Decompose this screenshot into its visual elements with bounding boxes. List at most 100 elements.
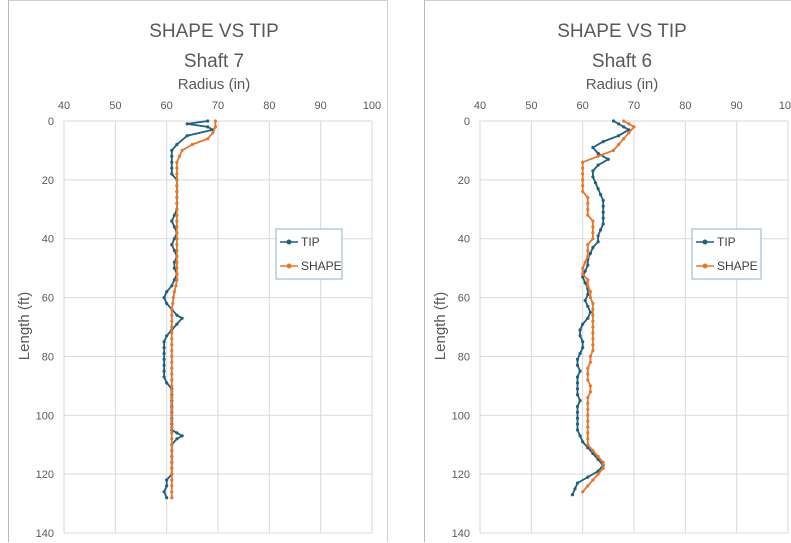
data-point-shape <box>170 443 174 447</box>
data-point-shape <box>588 390 592 394</box>
data-point-tip <box>175 322 179 326</box>
data-point-tip <box>578 351 582 356</box>
chart-subtitle: Shaft 6 <box>592 51 652 72</box>
data-point-shape <box>581 190 585 194</box>
data-point-shape <box>591 307 595 311</box>
data-point-tip <box>593 181 598 185</box>
data-point-tip <box>162 375 166 379</box>
data-point-tip <box>172 237 176 241</box>
data-point-tip <box>575 422 580 426</box>
data-point-shape <box>581 160 585 164</box>
series-line-tip <box>571 120 631 496</box>
data-point-shape <box>601 466 605 470</box>
data-point-tip <box>185 122 189 126</box>
data-point-shape <box>591 231 595 235</box>
data-point-shape <box>586 378 590 382</box>
data-point-shape <box>591 301 595 306</box>
data-point-shape <box>170 384 174 388</box>
data-point-tip <box>170 284 174 288</box>
data-point-shape <box>581 172 585 176</box>
data-point-shape <box>586 419 590 423</box>
data-point-shape <box>627 122 631 126</box>
data-point-shape <box>171 301 175 306</box>
legend-tip-marker <box>286 239 292 245</box>
chart-shaft-7: SHAPE VS TIP Shaft 7 Radius (in) Length … <box>16 21 381 540</box>
data-point-tip <box>581 440 585 444</box>
data-point-shape <box>586 366 590 370</box>
x-tick-label: 60 <box>161 100 173 112</box>
legend-shape-marker <box>702 263 708 269</box>
data-point-shape <box>586 254 590 258</box>
data-point-shape <box>611 148 616 152</box>
data-point-tip <box>165 290 169 294</box>
legend <box>691 228 762 280</box>
data-point-tip <box>596 151 600 155</box>
data-point-tip <box>601 198 605 203</box>
y-tick-label: 120 <box>452 469 470 481</box>
data-point-shape <box>170 348 174 353</box>
data-point-tip <box>165 478 169 482</box>
data-point-shape <box>170 401 174 406</box>
data-point-shape <box>586 401 590 406</box>
data-point-shape <box>170 366 174 370</box>
data-point-tip <box>165 334 169 338</box>
data-point-tip <box>206 119 210 123</box>
data-point-shape <box>170 460 174 464</box>
legend-shape-label: SHAPE <box>301 259 342 273</box>
data-point-shape <box>586 201 590 205</box>
data-point-shape <box>171 296 175 300</box>
data-point-shape <box>175 178 179 182</box>
data-point-tip <box>172 260 176 264</box>
x-tick-label: 80 <box>679 100 691 112</box>
chart-panel-shaft-6: SHAPE VS TIP Shaft 6 Radius (in) Length … <box>424 0 791 542</box>
data-point-shape <box>591 319 595 323</box>
x-tick-label: 50 <box>109 100 121 112</box>
y-axis-title: Length (ft) <box>16 292 33 360</box>
data-point-shape <box>177 154 182 158</box>
data-point-shape <box>591 219 595 223</box>
legend-shape-label: SHAPE <box>717 259 758 273</box>
data-point-shape <box>213 119 217 123</box>
data-point-tip <box>596 240 600 244</box>
data-point-tip <box>172 225 176 229</box>
y-tick-label: 20 <box>42 175 54 187</box>
data-point-shape <box>586 443 590 447</box>
data-point-shape <box>622 119 626 123</box>
data-point-tip <box>578 399 582 403</box>
data-point-tip <box>617 122 621 126</box>
data-point-shape <box>170 313 174 317</box>
data-point-shape <box>170 390 174 394</box>
data-point-tip <box>601 140 605 144</box>
data-point-shape <box>591 343 595 347</box>
data-point-shape <box>586 248 590 253</box>
data-point-tip <box>601 210 605 214</box>
series-line-shape <box>581 120 636 493</box>
data-point-tip <box>170 243 174 247</box>
data-point-tip <box>583 281 587 285</box>
data-point-shape <box>581 490 585 494</box>
data-point-shape <box>586 431 590 435</box>
data-point-shape <box>175 207 179 211</box>
data-point-tip <box>578 369 582 373</box>
x-tick-label: 60 <box>577 100 589 112</box>
data-point-tip <box>588 251 592 255</box>
data-point-shape <box>175 172 179 176</box>
data-point-shape <box>622 137 626 141</box>
data-point-tip <box>185 134 189 138</box>
y-tick-label: 140 <box>452 528 470 540</box>
data-point-tip <box>586 293 590 297</box>
data-point-shape <box>175 248 179 253</box>
data-point-shape <box>170 396 174 400</box>
y-tick-label: 40 <box>458 234 470 246</box>
data-point-shape <box>586 213 590 217</box>
data-point-shape <box>170 466 174 470</box>
x-tick-label: 70 <box>212 100 224 112</box>
data-point-tip <box>162 340 166 344</box>
data-point-tip <box>162 363 166 367</box>
data-point-tip <box>617 134 621 138</box>
data-point-tip <box>162 296 166 300</box>
data-point-shape <box>213 125 217 129</box>
data-point-tip <box>586 475 590 479</box>
data-point-tip <box>581 346 585 350</box>
data-point-tip <box>175 431 179 435</box>
